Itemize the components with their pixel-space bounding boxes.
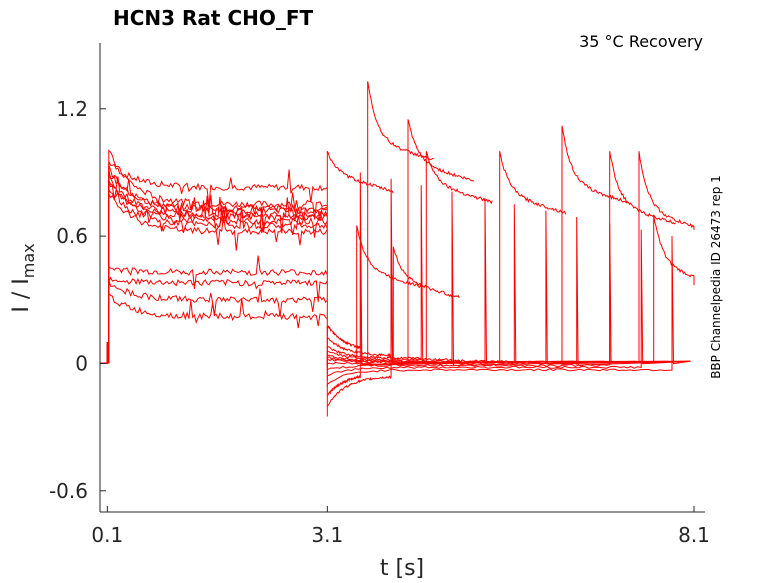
x-tick-label: 0.1 — [91, 523, 123, 547]
x-ticks: 0.1 3.1 8.1 — [91, 506, 710, 547]
prepulse-trace — [100, 255, 328, 364]
prepulse-trace — [100, 169, 328, 364]
plot-area: -0.6 0 0.6 1.2 0.1 3.1 8.1 — [49, 43, 710, 547]
recovery-trace — [326, 172, 544, 366]
y-axis-subscript: max — [19, 243, 38, 278]
condition-label: 35 °C Recovery — [579, 32, 703, 51]
svg-text:I / Imax: I / Imax — [9, 243, 38, 312]
y-tick-label: -0.6 — [49, 479, 88, 503]
y-axis-title: I / I — [9, 278, 34, 312]
test-pulse-trace — [392, 246, 460, 364]
channelpedia-id-label: BBP Channelpedia ID 26473 rep 1 — [709, 175, 723, 379]
recovery-trace — [326, 223, 691, 381]
test-pulse-trace — [407, 119, 475, 364]
x-tick-label: 8.1 — [678, 523, 710, 547]
recovery-trace — [326, 248, 575, 417]
test-pulse-trace — [499, 151, 567, 364]
chart-title: HCN3 Rat CHO_FT — [113, 6, 314, 30]
prepulse-trace — [100, 161, 328, 364]
y-ticks: -0.6 0 0.6 1.2 — [49, 97, 106, 503]
prepulse-trace — [100, 276, 328, 364]
prepulse-trace — [100, 182, 328, 364]
test-pulse-trace — [653, 214, 695, 364]
test-pulse-trace — [326, 150, 394, 364]
recovery-trace — [326, 236, 691, 396]
y-tick-label: 0 — [75, 351, 88, 375]
x-tick-label: 3.1 — [311, 523, 343, 547]
prepulse-trace — [100, 180, 328, 364]
prepulse-trace — [100, 187, 328, 364]
prepulse-trace — [100, 149, 328, 364]
side-label: BBP Channelpedia ID 26473 rep 1 — [709, 175, 723, 379]
prepulse-trace — [100, 193, 328, 364]
y-tick-label: 1.2 — [56, 97, 88, 121]
test-pulse-trace — [609, 151, 677, 364]
y-axis-label: I / Imax — [9, 243, 38, 312]
test-pulse-trace — [356, 225, 424, 364]
test-pulse-trace — [638, 151, 695, 364]
trace-group — [100, 81, 695, 417]
recovery-trace — [326, 242, 544, 406]
test-pulse-trace — [561, 125, 629, 364]
y-tick-label: 0.6 — [56, 224, 88, 248]
x-axis-title: t [s] — [380, 556, 424, 581]
prepulse-trace — [100, 292, 328, 364]
recovery-trace — [326, 229, 691, 387]
x-axis-label: t [s] — [380, 556, 424, 581]
test-pulse-trace — [425, 151, 493, 364]
